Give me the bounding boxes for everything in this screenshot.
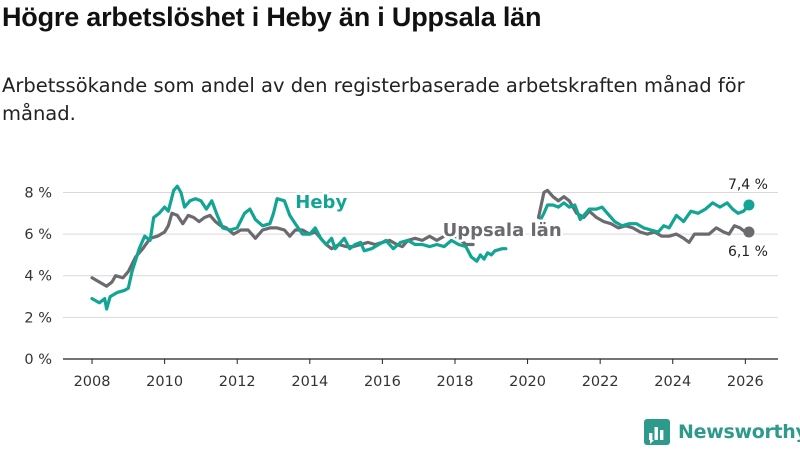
uppsala-series-line-recent bbox=[536, 188, 751, 244]
heby-series-line-recent bbox=[536, 201, 751, 234]
uppsala-end-label: 6,1 % bbox=[728, 244, 768, 260]
uppsala-end-marker bbox=[743, 226, 755, 238]
heby-series-label: Heby bbox=[295, 192, 347, 213]
x-tick-label: 2010 bbox=[146, 374, 183, 390]
x-tick-label: 2020 bbox=[509, 374, 546, 390]
x-tick-label: 2016 bbox=[364, 374, 401, 390]
y-tick-label: 6 % bbox=[24, 227, 52, 243]
x-tick-label: 2018 bbox=[437, 374, 474, 390]
heby-end-label: 7,4 % bbox=[728, 177, 768, 193]
brand-logo: Newsworthy bbox=[644, 419, 800, 445]
y-tick-label: 2 % bbox=[24, 310, 52, 326]
heby-end-marker bbox=[743, 199, 755, 211]
x-tick-label: 2024 bbox=[654, 374, 691, 390]
bar-chart-logo-icon bbox=[644, 419, 670, 445]
x-tick-label: 2026 bbox=[727, 374, 764, 390]
uppsala-series-line bbox=[90, 211, 475, 288]
x-tick-label: 2022 bbox=[582, 374, 619, 390]
heby-series-line bbox=[90, 184, 508, 311]
brand-name: Newsworthy bbox=[678, 421, 800, 443]
uppsala-series-label: Uppsala län bbox=[443, 220, 562, 241]
x-tick-label: 2008 bbox=[74, 374, 111, 390]
page-title: Högre arbetslöshet i Heby än i Uppsala l… bbox=[2, 2, 542, 32]
y-tick-label: 4 % bbox=[24, 269, 52, 285]
x-tick-label: 2014 bbox=[291, 374, 328, 390]
chart-subtitle: Arbetssökande som andel av den registerb… bbox=[2, 74, 745, 125]
x-tick-label: 2012 bbox=[219, 374, 256, 390]
y-tick-label: 0 % bbox=[24, 352, 52, 368]
y-tick-label: 8 % bbox=[24, 185, 52, 201]
